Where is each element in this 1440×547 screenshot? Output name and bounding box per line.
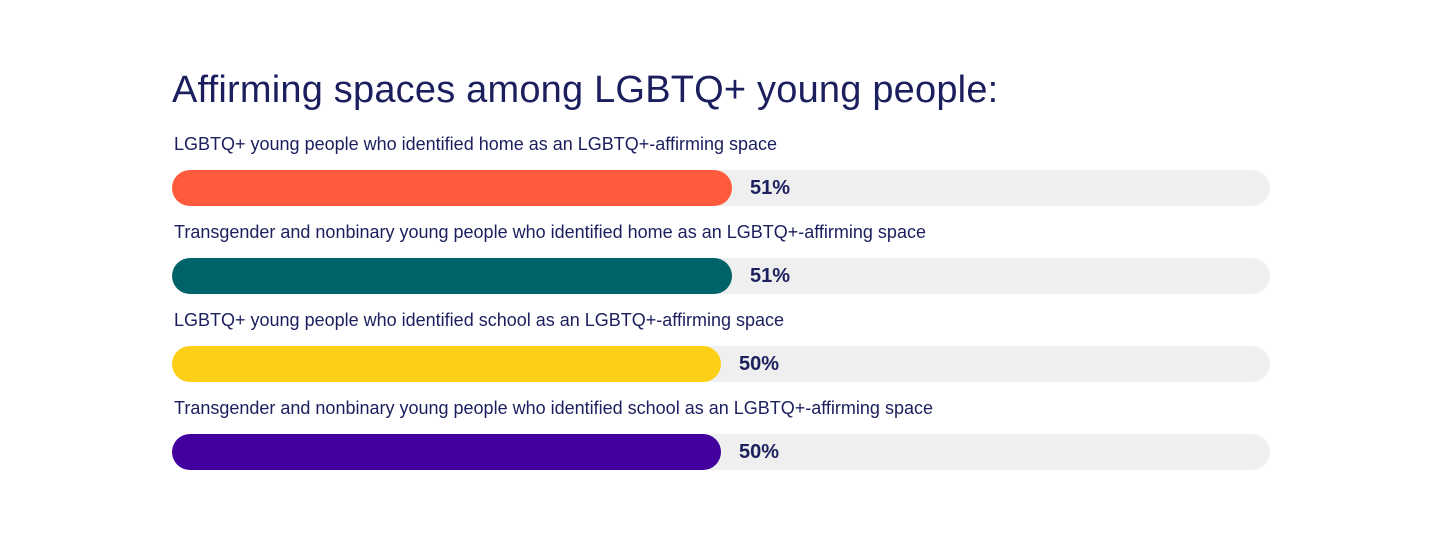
bar-label: LGBTQ+ young people who identified schoo…: [174, 310, 785, 330]
bar-row-school-lgbtq: LGBTQ+ young people who identified schoo…: [172, 308, 1270, 396]
bar-fill: [172, 170, 732, 206]
bar-fill: [172, 346, 721, 382]
bar-value-label: 51%: [750, 177, 791, 199]
bar-value-label: 50%: [739, 441, 780, 463]
bar-row-home-trans-nonbinary: Transgender and nonbinary young people w…: [172, 220, 1270, 308]
bar-label: Transgender and nonbinary young people w…: [174, 222, 926, 242]
bar-fill: [172, 434, 721, 470]
bar-track: 50%: [172, 346, 1270, 382]
bar-fill: [172, 258, 732, 294]
bar-track: 51%: [172, 170, 1270, 206]
bar-track: 51%: [172, 258, 1270, 294]
bar-value-label: 51%: [750, 265, 791, 287]
bar-value-label: 50%: [739, 353, 780, 375]
bar-label: Transgender and nonbinary young people w…: [174, 398, 933, 418]
bar-row-school-trans-nonbinary: Transgender and nonbinary young people w…: [172, 396, 1270, 484]
chart-title: Affirming spaces among LGBTQ+ young peop…: [172, 69, 999, 111]
bar-chart: Affirming spaces among LGBTQ+ young peop…: [172, 62, 1270, 484]
bar-track: 50%: [172, 434, 1270, 470]
bar-label: LGBTQ+ young people who identified home …: [174, 134, 778, 154]
bar-row-home-lgbtq: LGBTQ+ young people who identified home …: [172, 132, 1270, 220]
bar-rows: LGBTQ+ young people who identified home …: [172, 132, 1270, 484]
